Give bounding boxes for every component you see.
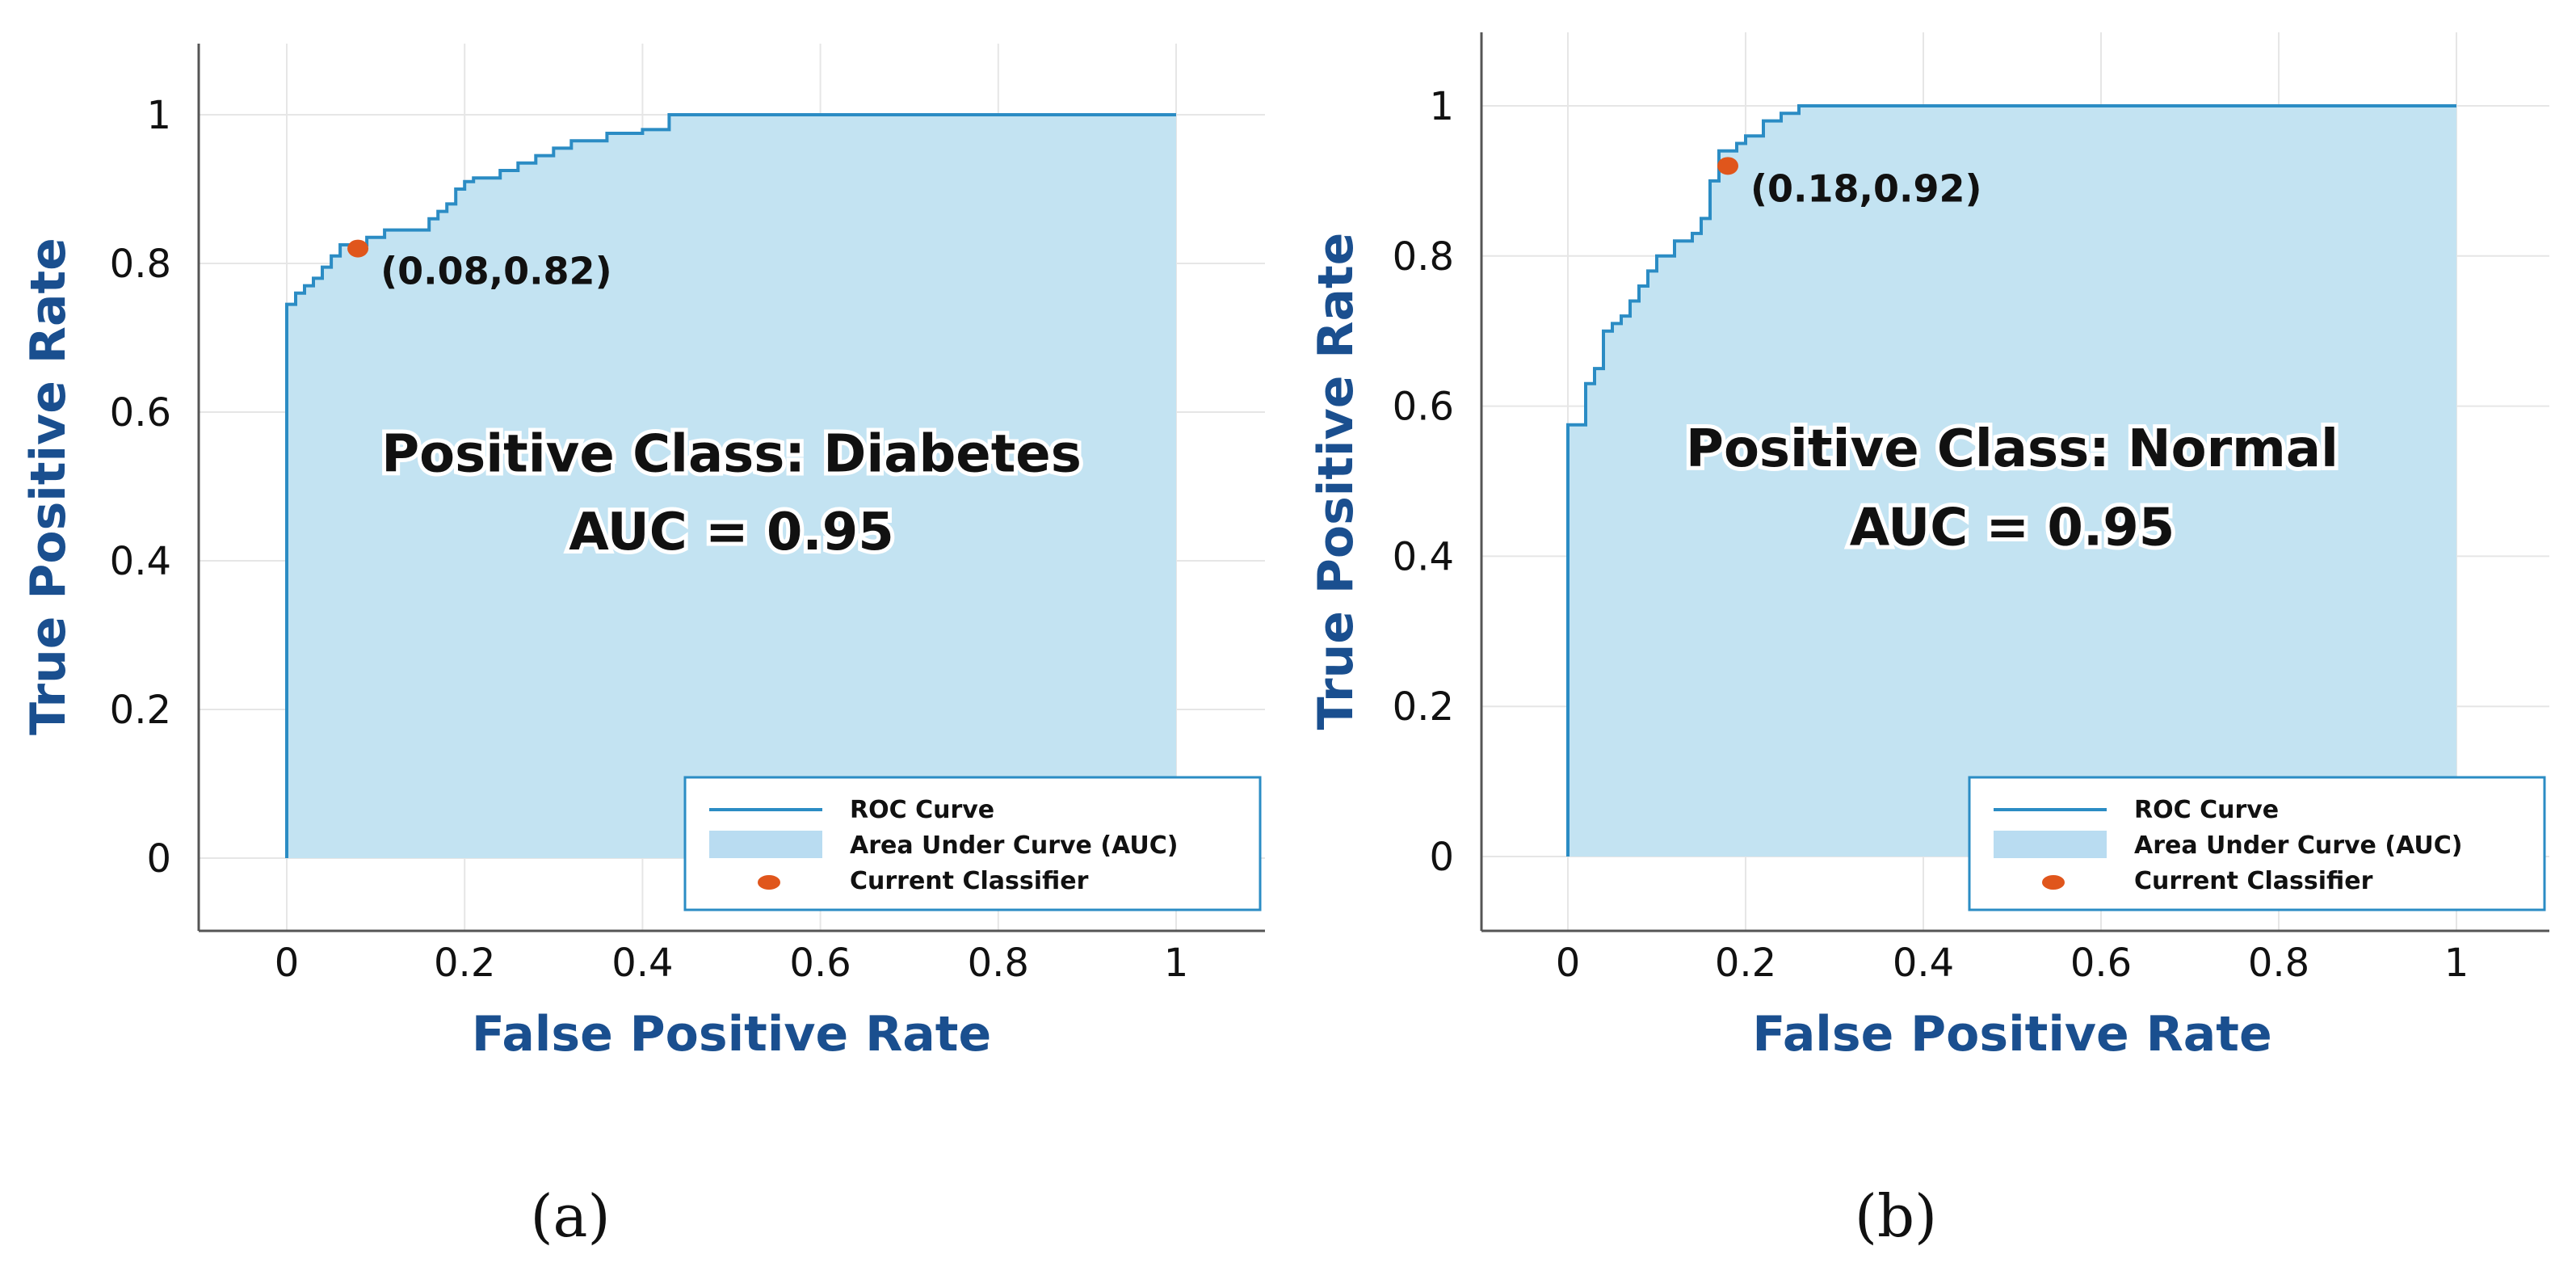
current-classifier-point <box>347 239 369 258</box>
y-axis-title: True Positive Rate <box>1308 233 1364 730</box>
y-tick-labels: 0 0.2 0.4 0.6 0.8 1 <box>110 93 171 882</box>
legend-label-classifier: Current Classifier <box>850 867 1089 895</box>
legend-label-auc: Area Under Curve (AUC) <box>2134 831 2462 860</box>
x-tick-label: 0.8 <box>968 941 1029 986</box>
y-tick-label: 0 <box>1429 835 1454 880</box>
legend-label-roc: ROC Curve <box>850 796 994 824</box>
positive-class-title: Positive Class: Normal <box>1686 419 2339 479</box>
auc-value-text: AUC = 0.95 <box>1850 498 2175 558</box>
auc-value-text: AUC = 0.95 <box>569 503 894 562</box>
x-tick-label: 0 <box>275 941 300 986</box>
legend-auc-swatch <box>1994 831 2107 858</box>
roc-chart-normal: 0 0.2 0.4 0.6 0.8 1 0 0.2 0.4 0.6 0.8 1 (0.18,0.92… <box>1308 32 2549 1250</box>
x-tick-label: 0.2 <box>434 941 495 986</box>
auc-area <box>1568 106 2456 857</box>
y-tick-label: 0.8 <box>110 242 171 287</box>
y-tick-label: 0.4 <box>1393 534 1454 579</box>
x-tick-label: 0.2 <box>1715 941 1776 986</box>
x-tick-label: 0.4 <box>611 941 673 986</box>
current-classifier-label: (0.18,0.92) <box>1750 166 1982 210</box>
x-axis-title: False Positive Rate <box>1752 1006 2271 1063</box>
y-tick-label: 0 <box>146 836 171 882</box>
y-tick-label: 1 <box>1429 84 1454 129</box>
current-classifier-point <box>1717 157 1738 175</box>
y-tick-label: 0.2 <box>110 688 171 733</box>
legend-label-auc: Area Under Curve (AUC) <box>850 831 1178 860</box>
x-tick-label: 0.8 <box>2248 941 2309 986</box>
x-tick-labels: 0 0.2 0.4 0.6 0.8 1 <box>1556 941 2469 986</box>
panel-label: (b) <box>1855 1182 1937 1250</box>
y-axis-title: True Positive Rate <box>20 238 77 735</box>
x-axis-title: False Positive Rate <box>472 1006 991 1063</box>
y-tick-label: 0.8 <box>1393 234 1454 280</box>
y-tick-label: 1 <box>146 93 171 138</box>
legend: ROC Curve Area Under Curve (AUC) Current… <box>683 776 1262 911</box>
legend: ROC Curve Area Under Curve (AUC) Current… <box>1968 776 2546 911</box>
legend-classifier-swatch <box>2042 875 2065 890</box>
legend-auc-swatch <box>709 831 822 858</box>
legend-label-roc: ROC Curve <box>2134 796 2279 824</box>
positive-class-title: Positive Class: Diabetes <box>381 425 1082 485</box>
auc-area <box>287 115 1176 858</box>
y-tick-labels: 0 0.2 0.4 0.6 0.8 1 <box>1393 84 1454 880</box>
current-classifier-label: (0.08,0.82) <box>380 250 612 293</box>
x-tick-label: 0.6 <box>2070 941 2132 986</box>
x-tick-label: 1 <box>1164 941 1189 986</box>
legend-label-classifier: Current Classifier <box>2134 867 2373 895</box>
y-tick-label: 0.6 <box>1393 385 1454 430</box>
roc-curve-line <box>1566 104 2456 857</box>
x-tick-label: 0 <box>1556 941 1581 986</box>
y-tick-label: 0.6 <box>110 390 171 436</box>
x-tick-label: 1 <box>2444 941 2469 986</box>
panel-label: (a) <box>530 1182 610 1250</box>
y-tick-label: 0.4 <box>110 539 171 584</box>
y-tick-label: 0.2 <box>1393 684 1454 730</box>
x-tick-label: 0.4 <box>1893 941 1954 986</box>
x-tick-label: 0.6 <box>789 941 851 986</box>
roc-curve-line <box>285 113 1176 858</box>
legend-classifier-swatch <box>758 875 780 890</box>
x-tick-labels: 0 0.2 0.4 0.6 0.8 1 <box>275 941 1189 986</box>
roc-chart-diabetes: 0 0.2 0.4 0.6 0.8 1 0 0.2 0.4 0.6 0.8 1 (0.08,0.82… <box>20 44 1265 1250</box>
